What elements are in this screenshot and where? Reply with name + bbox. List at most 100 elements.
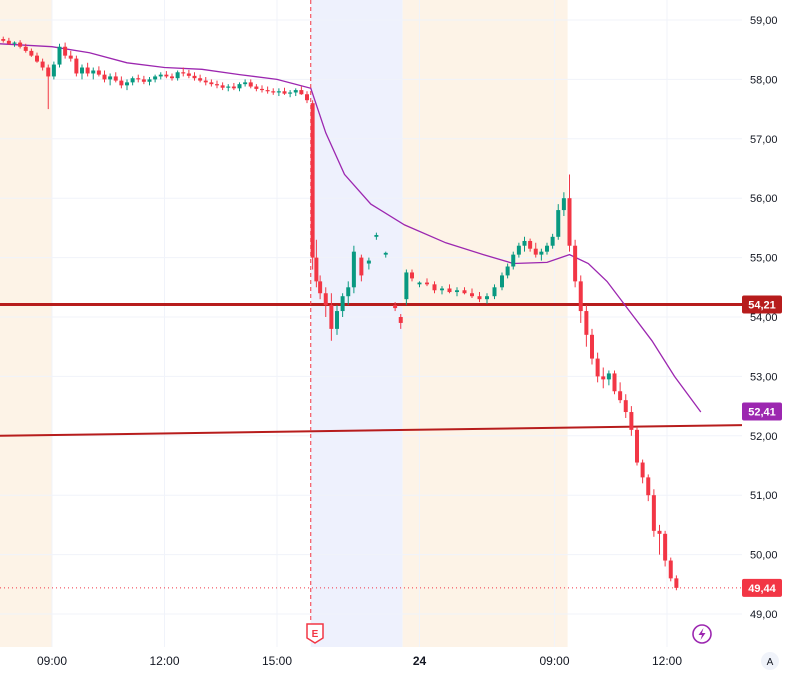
candle-body <box>668 560 673 579</box>
lightning-alert-icon[interactable] <box>692 624 712 644</box>
x-tick-label: 12:00 <box>652 654 682 668</box>
candle-body <box>318 281 323 294</box>
candle-body <box>359 257 364 276</box>
x-tick-label: 15:00 <box>262 654 292 668</box>
earnings-label: E <box>312 629 319 640</box>
candle-body <box>601 376 606 380</box>
candle-body <box>113 76 118 81</box>
candle-body <box>340 296 345 312</box>
auto-scale-button[interactable]: A <box>761 652 779 670</box>
candle-body <box>612 373 617 392</box>
auto-scale-label: A <box>767 657 774 668</box>
price-tag <box>742 402 782 421</box>
candle-body <box>323 293 328 306</box>
candle-body <box>366 260 371 264</box>
candle-body <box>477 296 482 300</box>
candle-body <box>618 391 623 401</box>
candle-body <box>500 275 504 288</box>
candle-body <box>561 198 566 211</box>
candle-body <box>164 74 169 77</box>
y-tick-label: 57,00 <box>750 134 778 146</box>
y-tick-label: 49,00 <box>750 609 778 621</box>
candle-body <box>141 79 146 82</box>
candlestick-series <box>1 36 679 591</box>
y-tick-label: 56,00 <box>750 193 778 205</box>
candle-body <box>511 254 516 267</box>
candle-body <box>528 240 533 249</box>
candle-body <box>248 82 253 87</box>
candle-body <box>623 400 628 413</box>
candle-body <box>91 70 96 74</box>
candle-body <box>635 429 639 463</box>
moving-average-line <box>0 43 702 413</box>
candle-body <box>440 288 444 291</box>
candle-body <box>550 236 555 246</box>
candle-body <box>136 78 141 80</box>
y-tick-label: 55,00 <box>750 253 778 265</box>
candle-body <box>492 287 497 297</box>
candle-body <box>220 85 225 88</box>
candle-body <box>6 40 11 44</box>
candle-body <box>417 282 422 285</box>
price-tag-label: 52,41 <box>748 406 776 418</box>
candle-body <box>629 412 634 430</box>
candle-body <box>674 578 679 588</box>
trend-line[interactable] <box>0 424 743 437</box>
candle-body <box>516 245 521 255</box>
candle-body <box>29 50 34 56</box>
candle-body <box>1 39 6 41</box>
candle-body <box>35 55 39 62</box>
candle-body <box>170 76 174 79</box>
candle-body <box>335 311 339 329</box>
candle-body <box>203 80 208 83</box>
y-tick-label: 51,00 <box>750 490 778 502</box>
candle-body <box>181 72 186 74</box>
candle-body <box>102 74 107 80</box>
candle-body <box>130 78 135 83</box>
candle-body <box>68 55 73 59</box>
candle-body <box>329 305 334 329</box>
candle-body <box>282 91 287 94</box>
candle-body <box>573 245 578 282</box>
candle-body <box>119 80 124 86</box>
candle-body <box>539 251 544 255</box>
price-tag <box>742 578 782 597</box>
candle-body <box>125 82 129 86</box>
candle-body <box>567 198 572 246</box>
candle-body <box>505 266 510 276</box>
candle-body <box>351 251 356 288</box>
price-axis[interactable]: 59,00 58,00 57,00 56,00 55,00 54,00 53,00 52,00… <box>750 15 778 621</box>
candle-body <box>57 46 62 65</box>
candle-body <box>584 311 589 335</box>
candle-body <box>271 91 276 93</box>
candle-body <box>578 281 583 312</box>
candle-body <box>314 257 319 282</box>
candle-body <box>556 210 561 237</box>
candle-body <box>410 272 414 279</box>
price-tag-label: 54,21 <box>748 300 776 312</box>
earnings-event-icon[interactable]: E <box>306 623 324 644</box>
candle-body <box>640 462 645 478</box>
candle-body <box>243 82 248 85</box>
candle-body <box>254 86 259 89</box>
drawings[interactable] <box>0 303 743 589</box>
candle-body <box>404 272 409 300</box>
candle-body <box>595 358 600 377</box>
candle-body <box>46 67 51 77</box>
candle-body <box>425 282 429 285</box>
candle-body <box>63 46 68 56</box>
x-tick-label: 24 <box>413 654 427 668</box>
time-axis[interactable]: 09:00 12:00 15:00 24 09:00 12:00 <box>37 654 682 668</box>
price-tag-label: 49,44 <box>748 583 776 595</box>
candle-body <box>310 103 315 258</box>
session-band-pre-market <box>0 0 52 647</box>
y-tick-label: 59,00 <box>750 15 778 27</box>
candle-body <box>209 82 214 85</box>
session-band-after-hours <box>310 0 403 647</box>
candle-body <box>646 477 651 496</box>
candle-body <box>393 305 398 309</box>
candle-body <box>663 533 668 561</box>
candle-body <box>657 530 662 534</box>
candle-body <box>226 86 231 88</box>
